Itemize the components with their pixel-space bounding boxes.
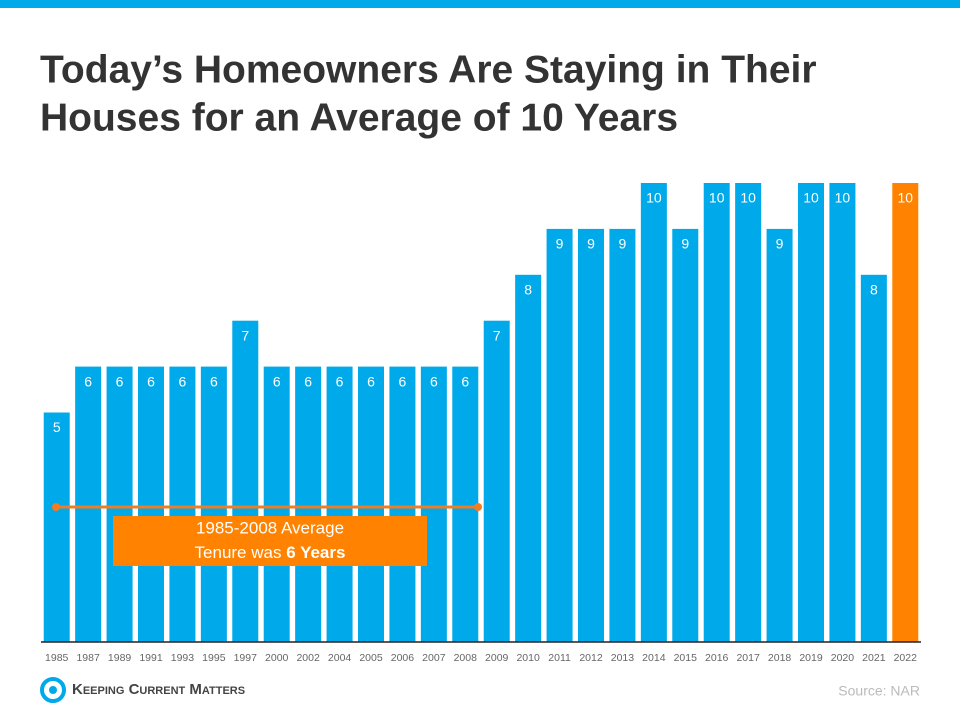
- x-tick-label: 2015: [674, 652, 698, 664]
- bar: [106, 366, 133, 642]
- bar: [420, 366, 447, 642]
- brand: Keeping Current Matters: [72, 681, 245, 698]
- x-tick-label: 1991: [139, 652, 163, 664]
- value-label: 10: [646, 190, 662, 206]
- bar: [515, 274, 542, 642]
- value-label: 6: [273, 373, 281, 389]
- value-label: 6: [304, 373, 312, 389]
- value-label: 8: [870, 282, 878, 298]
- value-label: 6: [367, 373, 375, 389]
- annotation-text: Tenure was: [195, 543, 287, 562]
- bar: [389, 366, 416, 642]
- x-tick-label: 2005: [359, 652, 383, 664]
- chart-title: Today’s Homeowners Are Staying in Their: [40, 48, 817, 91]
- bar: [452, 366, 479, 642]
- x-tick-label: 2012: [579, 652, 603, 664]
- value-label: 6: [430, 373, 438, 389]
- bar: [766, 228, 793, 642]
- bar: [263, 366, 290, 642]
- source: Source: NAR: [838, 683, 920, 699]
- value-label: 6: [336, 373, 344, 389]
- bar: [892, 183, 919, 642]
- bar: [860, 274, 887, 642]
- value-label: 10: [740, 190, 756, 206]
- logo-icon: [40, 677, 66, 703]
- annotation-emphasis: 6 Years: [286, 543, 345, 562]
- x-tick-label: 2011: [548, 652, 571, 664]
- chart-title: Houses for an Average of 10 Years: [40, 96, 678, 139]
- value-label: 7: [241, 327, 249, 343]
- x-tick-label: 2010: [516, 652, 540, 664]
- bar: [609, 228, 636, 642]
- bar: [735, 183, 762, 642]
- x-tick-label: 2006: [391, 652, 415, 664]
- x-tick-label: 2004: [328, 652, 352, 664]
- x-tick-label: 2020: [831, 652, 855, 664]
- x-tick-label: 2013: [611, 652, 635, 664]
- bar: [483, 320, 510, 642]
- value-label: 10: [897, 190, 913, 206]
- bar: [703, 183, 730, 642]
- bar: [578, 228, 604, 642]
- value-label: 6: [461, 373, 469, 389]
- bar: [232, 320, 259, 642]
- x-tick-label: 2008: [454, 652, 478, 664]
- bar: [326, 366, 353, 642]
- bars: 5 6 6 6 6 6 7 6 6 6 6 6 6 6 7 8 9 9 9 10 9 10 10 9 10 10 8 10: [43, 183, 919, 642]
- average-line-end: [52, 503, 60, 511]
- value-label: 6: [147, 373, 155, 389]
- average-line-end: [474, 503, 482, 511]
- value-label: 10: [803, 190, 819, 206]
- value-label: 9: [776, 236, 784, 252]
- value-label: 6: [84, 373, 92, 389]
- x-tick-label: 2002: [296, 652, 320, 664]
- bar: [640, 183, 667, 642]
- x-tick-label: 2018: [768, 652, 792, 664]
- x-tick-label: 1989: [108, 652, 132, 664]
- bar: [138, 366, 164, 642]
- bar: [200, 366, 227, 642]
- x-tick-label: 2007: [422, 652, 446, 664]
- x-tick-label: 1995: [202, 652, 226, 664]
- x-tick-label: 2019: [799, 652, 823, 664]
- x-tick-label: 2000: [265, 652, 289, 664]
- value-label: 9: [681, 236, 689, 252]
- x-tick-label: 2016: [705, 652, 729, 664]
- bar: [75, 366, 102, 642]
- value-label: 8: [524, 282, 532, 298]
- value-label: 9: [556, 236, 564, 252]
- value-label: 6: [116, 373, 124, 389]
- value-label: 5: [53, 419, 61, 435]
- value-label: 7: [493, 327, 501, 343]
- x-tick-label: 2017: [736, 652, 760, 664]
- x-tick-label: 1997: [234, 652, 258, 664]
- x-tick-label: 1985: [45, 652, 69, 664]
- x-tick-label: 2014: [642, 652, 666, 664]
- bar: [169, 366, 196, 642]
- value-label: 6: [399, 373, 407, 389]
- bar: [829, 183, 856, 642]
- bar: [295, 366, 322, 642]
- annotation-box: [113, 516, 427, 566]
- annotation-text: 1985-2008 Average: [196, 518, 344, 537]
- bar: [798, 183, 824, 642]
- value-label: 10: [709, 190, 725, 206]
- value-label: 9: [619, 236, 627, 252]
- bar: [43, 412, 70, 642]
- annotation-text: Tenure was 6 Years: [195, 543, 346, 562]
- value-label: 6: [210, 373, 218, 389]
- x-tick-label: 2009: [485, 652, 509, 664]
- value-label: 9: [587, 236, 595, 252]
- bar: [358, 366, 384, 642]
- value-label: 6: [179, 373, 187, 389]
- x-tick-label: 1987: [76, 652, 100, 664]
- x-tick-label: 1993: [171, 652, 195, 664]
- x-tick-label: 2021: [862, 652, 886, 664]
- value-label: 10: [835, 190, 851, 206]
- x-tick-label: 2022: [894, 652, 918, 664]
- bar: [546, 228, 573, 642]
- top-band: [0, 0, 960, 8]
- bar: [672, 228, 699, 642]
